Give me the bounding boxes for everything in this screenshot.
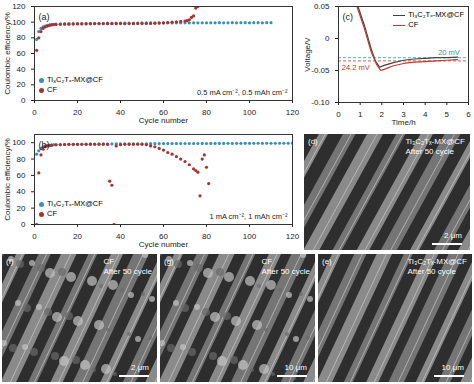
svg-text:Cycle number: Cycle number <box>139 240 189 249</box>
svg-text:40: 40 <box>116 108 125 117</box>
svg-text:20: 20 <box>73 232 82 241</box>
html-text:(f): (f) <box>6 257 14 266</box>
html-text:(g): (g) <box>164 257 174 266</box>
svg-text:60: 60 <box>159 232 168 242</box>
svg-text:0: 0 <box>325 34 330 43</box>
svg-text:2: 2 <box>380 110 385 119</box>
svg-text:24.2 mV: 24.2 mV <box>342 63 370 72</box>
html-text:CF: CF <box>47 85 57 94</box>
svg-text:120: 120 <box>286 232 300 241</box>
html-text:2 μm: 2 μm <box>444 231 462 240</box>
svg-text:1 mA cm⁻², 1 mAh cm⁻²: 1 mA cm⁻², 1 mAh cm⁻² <box>209 212 288 221</box>
html-text:After 50 cycle: After 50 cycle <box>407 267 456 276</box>
svg-text:0: 0 <box>21 220 26 229</box>
svg-text:40: 40 <box>17 65 26 74</box>
svg-text:20 mV: 20 mV <box>438 48 460 57</box>
html-text:After 50 cycle: After 50 cycle <box>103 267 152 276</box>
svg-text:80: 80 <box>202 232 211 241</box>
svg-text:4: 4 <box>423 110 428 119</box>
svg-text:60: 60 <box>17 171 26 180</box>
html-text:Ti₃C₂Tₓ-MX@CF: Ti₃C₂Tₓ-MX@CF <box>405 137 465 146</box>
html-text:CF: CF <box>47 209 57 218</box>
svg-text:Voltage/V: Voltage/V <box>303 37 312 72</box>
svg-text:0: 0 <box>336 110 341 119</box>
svg-text:80: 80 <box>17 33 26 42</box>
svg-text:100: 100 <box>12 138 26 147</box>
svg-text:(b): (b) <box>39 140 50 150</box>
svg-text:20: 20 <box>17 204 26 213</box>
html-text:10 μm: 10 μm <box>441 363 464 372</box>
html-text:Ti₃C₂Tₓ-MX@CF: Ti₃C₂Tₓ-MX@CF <box>47 75 103 84</box>
svg-text:0: 0 <box>32 232 37 241</box>
html-text:CF: CF <box>261 257 273 266</box>
html-text:After 50 cycle: After 50 cycle <box>261 267 310 276</box>
svg-text:80: 80 <box>202 108 211 117</box>
html-text:After 50 cycle: After 50 cycle <box>405 147 454 156</box>
svg-text:20: 20 <box>17 80 26 89</box>
svg-text:0.05: 0.05 <box>314 2 330 11</box>
svg-text:Cycle number: Cycle number <box>139 116 189 125</box>
svg-text:0.5 mA cm⁻², 0.5 mAh cm⁻²: 0.5 mA cm⁻², 0.5 mAh cm⁻² <box>197 88 288 97</box>
html-text:(d): (d) <box>308 137 318 146</box>
svg-text:6: 6 <box>466 110 471 119</box>
html-text:CF: CF <box>408 20 419 29</box>
svg-text:-0.10: -0.10 <box>311 98 330 107</box>
svg-text:80: 80 <box>17 155 26 164</box>
html-text:Ti₃C₂Tₓ-MX@CF: Ti₃C₂Tₓ-MX@CF <box>407 257 467 266</box>
svg-text:40: 40 <box>17 187 26 196</box>
svg-text:60: 60 <box>17 49 26 58</box>
svg-text:60: 60 <box>159 108 168 118</box>
svg-text:0: 0 <box>21 96 26 105</box>
svg-text:120: 120 <box>12 2 26 11</box>
svg-text:5: 5 <box>445 110 450 119</box>
html-text:10 μm: 10 μm <box>284 363 307 372</box>
svg-text:Coulombic efficiency/%: Coulombic efficiency/% <box>3 12 12 95</box>
html-text:Ti₃C₂Tₓ-MX@CF: Ti₃C₂Tₓ-MX@CF <box>47 199 103 208</box>
svg-text:100: 100 <box>243 232 257 241</box>
svg-text:40: 40 <box>116 232 125 241</box>
svg-text:1: 1 <box>358 110 363 119</box>
svg-text:Coulombic efficiency/%: Coulombic efficiency/% <box>3 138 12 221</box>
svg-text:100: 100 <box>243 108 257 117</box>
html-text:CF: CF <box>103 257 115 266</box>
html-text:Ti₃C₂Tₓ-MX@CF: Ti₃C₂Tₓ-MX@CF <box>408 10 464 19</box>
html-text:2 μm: 2 μm <box>131 363 149 372</box>
svg-text:(c): (c) <box>343 12 354 22</box>
svg-text:(a): (a) <box>39 12 50 22</box>
html-text:(e): (e) <box>322 257 332 266</box>
svg-text:3: 3 <box>401 110 406 120</box>
svg-text:120: 120 <box>286 108 300 117</box>
svg-text:20: 20 <box>73 108 82 117</box>
svg-text:-0.05: -0.05 <box>311 66 330 75</box>
svg-text:100: 100 <box>12 18 26 27</box>
svg-text:Time/h: Time/h <box>391 118 415 127</box>
svg-text:0: 0 <box>32 108 37 117</box>
